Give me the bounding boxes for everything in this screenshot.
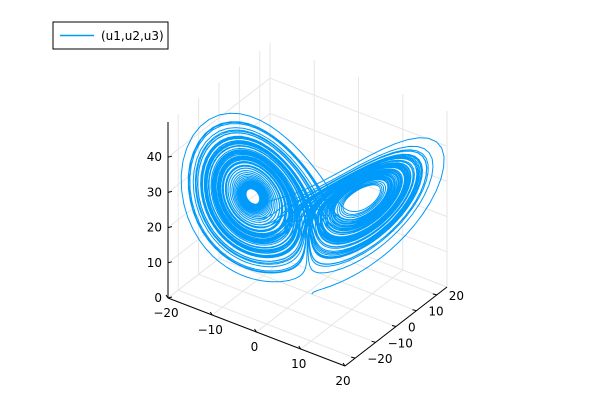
- z-tick-label: 20: [147, 221, 162, 235]
- y-tick-label: −10: [388, 336, 413, 350]
- grid-line-y: [218, 258, 397, 327]
- grid-line-y: [198, 273, 376, 343]
- x-tick-label: −10: [198, 323, 223, 337]
- y-tick-mark: [412, 309, 417, 312]
- z-tick-mark: [167, 261, 173, 264]
- z-tick-label: 0: [154, 291, 162, 305]
- x-tick-label: 0: [251, 340, 259, 354]
- x-tick-mark: [165, 294, 169, 299]
- x-tick-mark: [342, 362, 346, 367]
- y-tick-label: 10: [428, 305, 443, 319]
- z-tick-label: 10: [147, 256, 162, 270]
- x-tick-mark: [209, 311, 213, 316]
- x-tick-label: −20: [153, 306, 178, 320]
- y-tick-mark: [371, 340, 376, 343]
- y-tick-label: 0: [408, 321, 416, 335]
- y-tick-mark: [351, 356, 356, 359]
- y-tick-mark: [391, 325, 397, 327]
- z-tick-mark: [167, 226, 173, 229]
- series-line-u1-u2-u3: [180, 112, 445, 295]
- grid-line-y: [239, 242, 417, 312]
- series-layer: [180, 112, 445, 295]
- z-tick-mark: [167, 296, 173, 299]
- legend-label: (u1,u2,u3): [101, 29, 164, 43]
- y-tick-mark: [432, 293, 437, 296]
- y-tick-label: 20: [449, 289, 464, 303]
- y-tick-label: −20: [367, 352, 392, 366]
- z-tick-label: 30: [147, 185, 162, 199]
- z-tick-mark: [167, 155, 173, 158]
- x-tick-mark: [298, 345, 302, 350]
- grid-line-y: [178, 289, 356, 359]
- legend: (u1,u2,u3): [52, 21, 169, 50]
- x-tick-mark: [254, 328, 257, 333]
- axes: [165, 122, 448, 367]
- z-tick-label: 40: [147, 150, 162, 164]
- x-tick-label: 10: [291, 357, 306, 371]
- x-tick-label: 20: [335, 374, 350, 388]
- z-tick-mark: [167, 190, 173, 193]
